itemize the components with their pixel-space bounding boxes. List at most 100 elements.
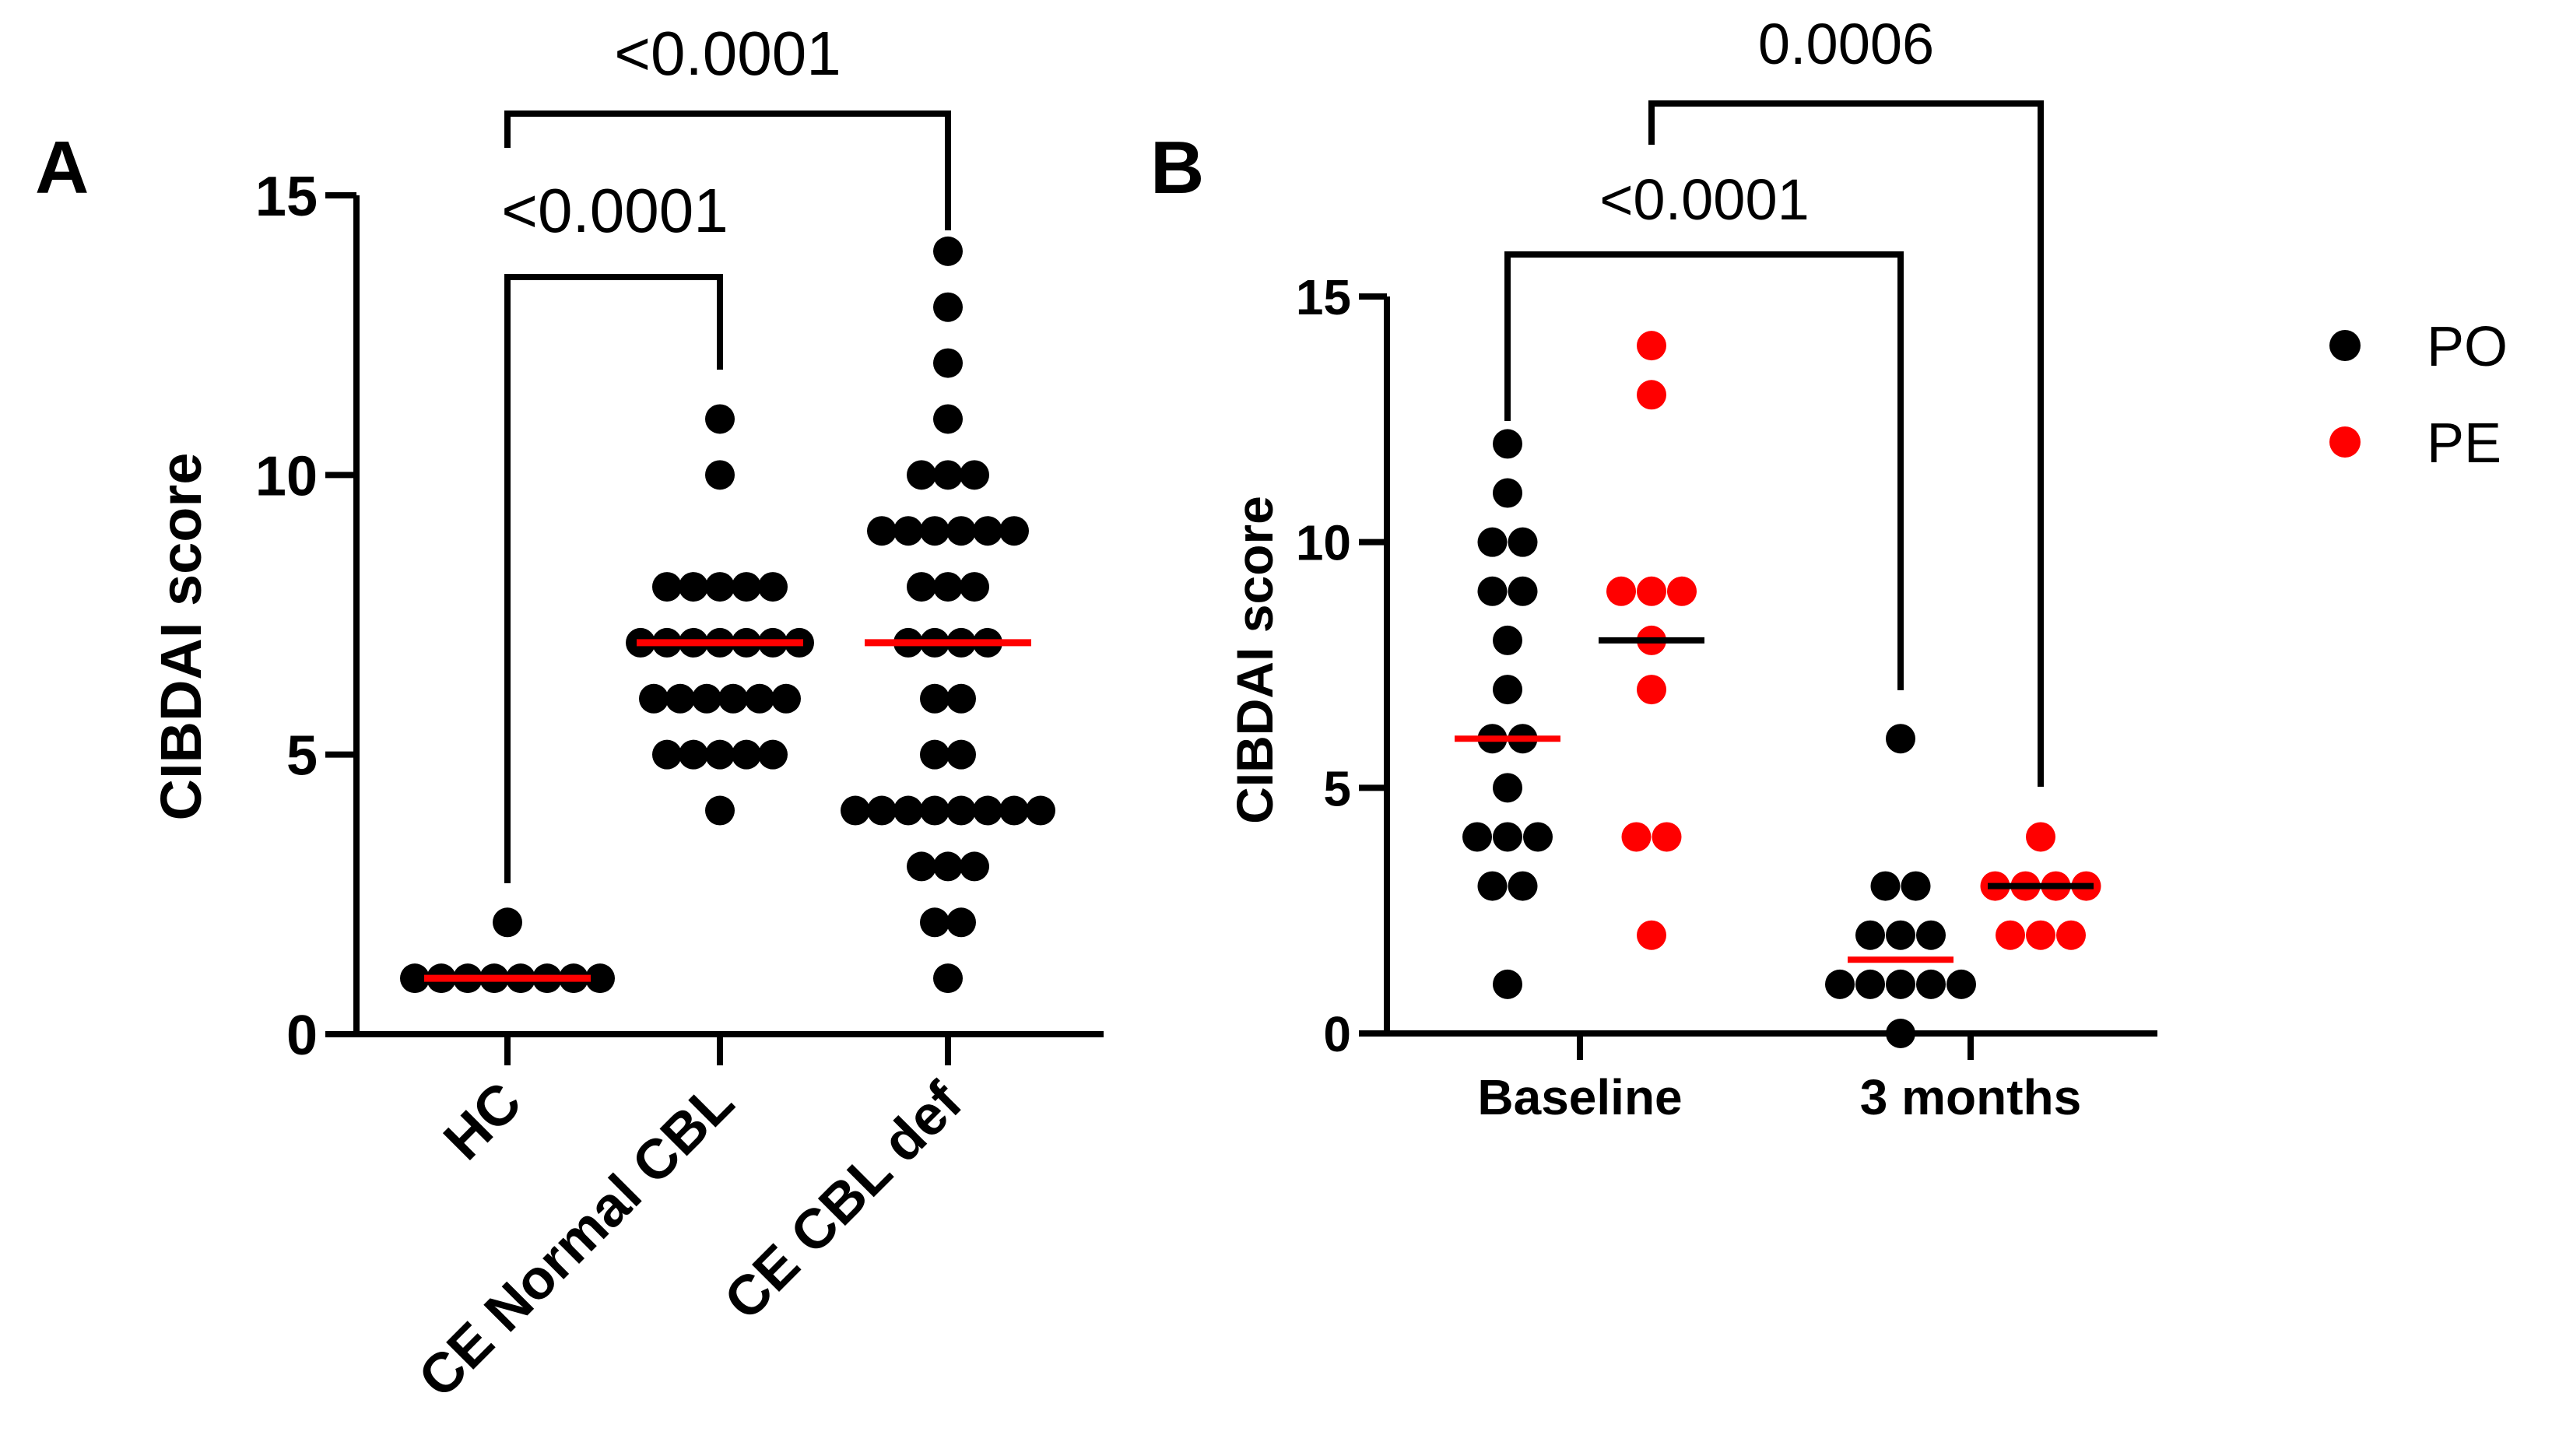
data-point (705, 460, 735, 489)
data-point (679, 740, 708, 770)
data-point (973, 516, 1002, 546)
legend-marker-pe (2329, 426, 2361, 458)
panel-a-y-ticks: 0 5 10 15 (255, 166, 356, 1067)
data-point (1493, 970, 1522, 999)
data-point (718, 684, 748, 714)
y-tick-label: 10 (255, 445, 318, 507)
data-point (1916, 970, 1946, 999)
data-point (907, 460, 936, 489)
data-point (652, 572, 682, 602)
x-tick-label: Baseline (1477, 1069, 1682, 1125)
data-point (758, 740, 788, 770)
data-point (893, 516, 923, 546)
data-point (999, 516, 1029, 546)
data-point (867, 516, 897, 546)
data-point (946, 907, 976, 937)
data-point (1637, 577, 1666, 606)
bracket-p-value: <0.0001 (614, 19, 841, 88)
data-point (960, 460, 989, 489)
data-point (1886, 921, 1915, 950)
y-tick-label: 5 (286, 725, 318, 788)
data-point (946, 740, 976, 770)
data-point (1901, 872, 1931, 901)
data-point (933, 963, 963, 993)
data-point (920, 796, 950, 826)
data-point (732, 572, 761, 602)
data-point (639, 684, 669, 714)
y-tick-label: 15 (1296, 269, 1351, 325)
data-point (1637, 921, 1666, 950)
data-point (2056, 921, 2086, 950)
y-tick-label: 15 (255, 166, 318, 228)
data-point (1855, 970, 1885, 999)
figure: A CIBDAI score 0 5 10 15 HCCE Normal CBLCE … (0, 0, 2552, 1456)
data-point (841, 796, 870, 826)
data-point (1508, 577, 1538, 606)
data-point (705, 404, 735, 433)
data-point (973, 796, 1002, 826)
panel-a-label: A (35, 126, 89, 209)
data-point (933, 572, 963, 602)
data-point (1916, 921, 1946, 950)
data-point (1606, 577, 1636, 606)
data-point (1652, 822, 1682, 851)
data-point (933, 404, 963, 433)
data-point (493, 907, 522, 937)
panel-b-points (1462, 331, 2101, 1048)
data-point (1478, 528, 1508, 557)
data-point (652, 740, 682, 770)
legend-label-po: PO (2427, 316, 2508, 378)
bracket-line (1508, 254, 1901, 690)
data-point (1622, 822, 1652, 851)
panel-a-points (400, 237, 1055, 993)
y-tick-label: 5 (1323, 760, 1351, 816)
legend-entry-pe: PE (2329, 412, 2501, 475)
data-point (920, 684, 950, 714)
legend-label-pe: PE (2427, 412, 2501, 475)
data-point (1462, 822, 1492, 851)
data-point (732, 740, 761, 770)
data-point (1886, 724, 1915, 753)
data-point (1493, 626, 1522, 655)
panel-a-y-axis-label: CIBDAI score (149, 453, 213, 821)
data-point (1493, 479, 1522, 508)
y-tick-label: 0 (286, 1005, 318, 1067)
data-point (705, 796, 735, 826)
x-tick-label: HC (432, 1071, 533, 1172)
data-point (1478, 577, 1508, 606)
data-point (1871, 872, 1901, 901)
data-point (920, 907, 950, 937)
data-point (907, 851, 936, 881)
data-point (920, 740, 950, 770)
data-point (2026, 921, 2055, 950)
data-point (1493, 822, 1522, 851)
data-point (867, 796, 897, 826)
data-point (679, 572, 708, 602)
bracket-p-value: 0.0006 (1758, 12, 1934, 76)
data-point (705, 740, 735, 770)
data-point (933, 293, 963, 322)
data-point (946, 516, 976, 546)
panel-b-label: B (1150, 126, 1204, 209)
data-point (933, 237, 963, 266)
data-point (893, 796, 923, 826)
data-point (705, 572, 735, 602)
data-point (665, 684, 695, 714)
panel-b-bracket-pe: 0.0006 (1652, 12, 2041, 787)
data-point (1886, 1019, 1915, 1048)
data-point (946, 684, 976, 714)
data-point (1886, 970, 1915, 999)
data-point (933, 851, 963, 881)
panel-b-y-ticks: 0 5 10 15 (1296, 269, 1387, 1062)
data-point (1637, 331, 1666, 360)
data-point (1637, 675, 1666, 704)
panel-b-x-ticks: Baseline 3 months (1477, 1033, 2081, 1125)
data-point (907, 572, 936, 602)
x-tick-label: CE CBL def (713, 1070, 974, 1331)
data-point (771, 684, 801, 714)
panel-b-y-axis-label: CIBDAI score (1226, 496, 1283, 824)
legend-marker-po (2329, 330, 2361, 361)
data-point (1855, 921, 1885, 950)
